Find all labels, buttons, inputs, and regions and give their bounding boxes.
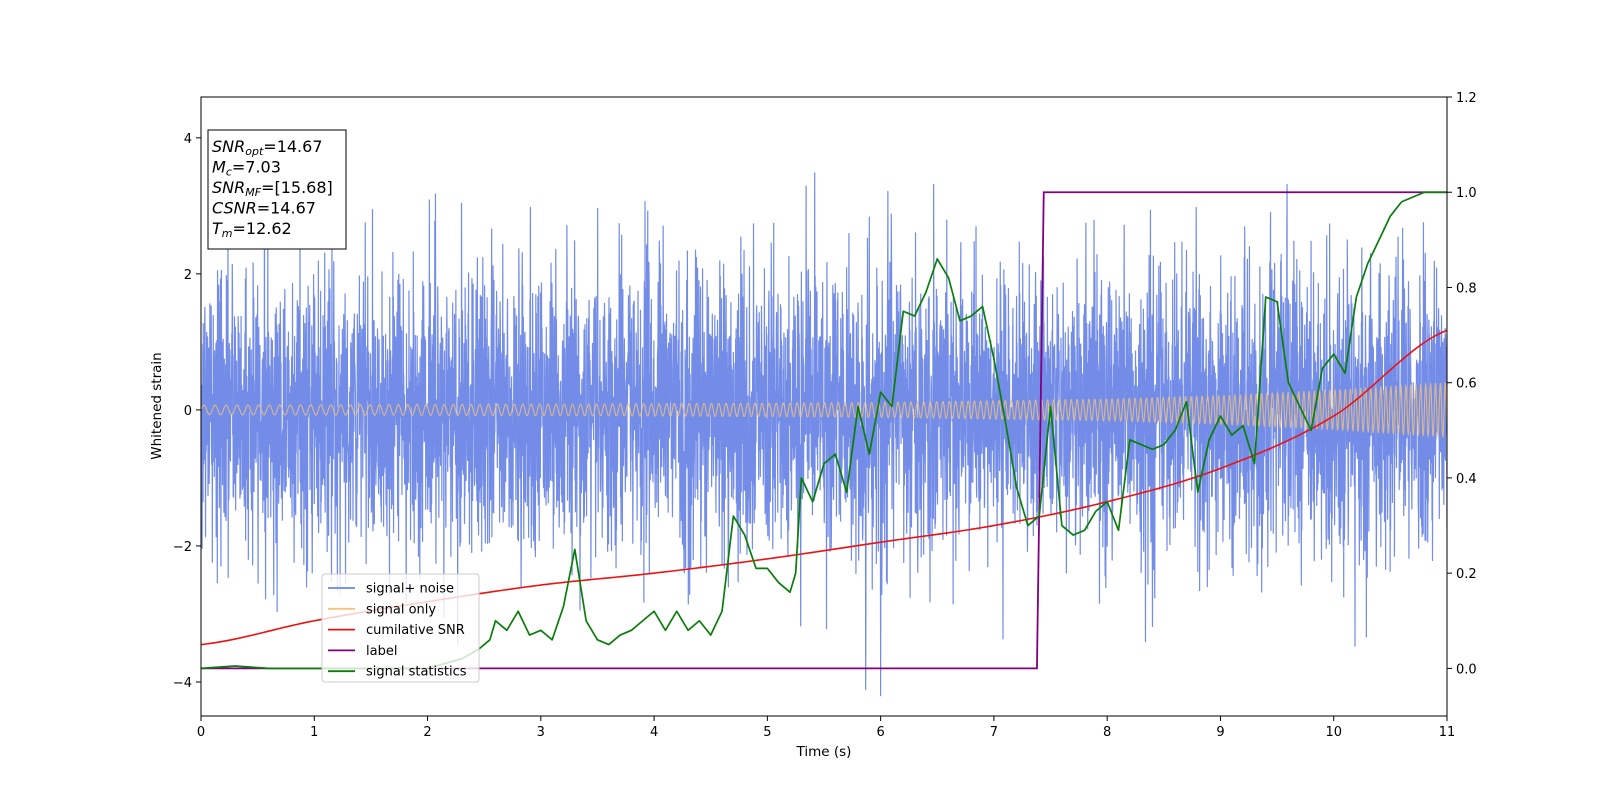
right-y-axis: 0.0 0.2 0.4 0.6 0.8 1.0 1.2: [1447, 91, 1477, 677]
series-signal-only-line: [201, 381, 1447, 439]
legend-label: label: [366, 644, 397, 659]
x-tick-label: 6: [876, 725, 884, 740]
x-tick-label: 1: [310, 725, 318, 740]
x-tick-label: 9: [1216, 725, 1224, 740]
x-tick-label: 8: [1103, 725, 1111, 740]
right-y-tick-label: 1.0: [1456, 186, 1477, 201]
x-axis: 0 1 2 3 4 5 6 7 8 9 10 11: [197, 716, 1455, 740]
x-tick-label: 5: [763, 725, 771, 740]
left-y-axis: −4 −2 0 2 4: [173, 132, 201, 691]
right-y-tick-label: 0.6: [1456, 377, 1477, 392]
legend-label: signal only: [366, 602, 436, 617]
right-y-tick-label: 0.8: [1456, 281, 1477, 296]
x-tick-label: 4: [650, 725, 658, 740]
series-label-line: [201, 191, 1447, 670]
left-y-tick-label: −2: [173, 540, 192, 555]
x-tick-label: 2: [423, 725, 431, 740]
stats-line: Mc=7.03: [212, 158, 281, 179]
stats-line: SNRMF=[15.68]: [212, 178, 333, 199]
left-y-tick-label: −4: [173, 676, 192, 691]
x-tick-label: 7: [990, 725, 998, 740]
series-signal-noise-line: [201, 172, 1447, 697]
right-y-tick-label: 0.2: [1456, 567, 1477, 582]
x-tick-label: 0: [197, 725, 205, 740]
right-y-tick-label: 0.0: [1456, 662, 1477, 677]
legend: signal+ noise signal only cumilative SNR la…: [321, 573, 480, 683]
legend-label: signal statistics: [366, 665, 467, 680]
right-y-tick-label: 1.2: [1456, 91, 1477, 106]
left-y-tick-label: 0: [184, 404, 192, 419]
x-tick-label: 10: [1325, 725, 1342, 740]
stats-line: SNRopt=14.67: [212, 137, 323, 158]
right-y-tick-label: 0.4: [1456, 472, 1477, 487]
series-signal-statistics-line: [201, 191, 1447, 670]
stats-line: Tm=12.62: [212, 219, 292, 240]
x-tick-label: 3: [537, 725, 545, 740]
left-y-tick-label: 4: [184, 132, 192, 147]
plot-frame: [200, 96, 1448, 717]
y-axis-label: Whitened strain: [149, 352, 165, 459]
stats-line: CSNR=14.67: [212, 199, 316, 218]
left-y-tick-label: 2: [184, 268, 192, 283]
legend-label: cumilative SNR: [366, 623, 465, 638]
stats-box: SNRopt=14.67Mc=7.03SNRMF=[15.68]CSNR=14.…: [207, 129, 347, 250]
x-tick-label: 11: [1439, 725, 1456, 740]
x-axis-label: Time (s): [796, 744, 852, 760]
legend-label: signal+ noise: [366, 582, 454, 597]
